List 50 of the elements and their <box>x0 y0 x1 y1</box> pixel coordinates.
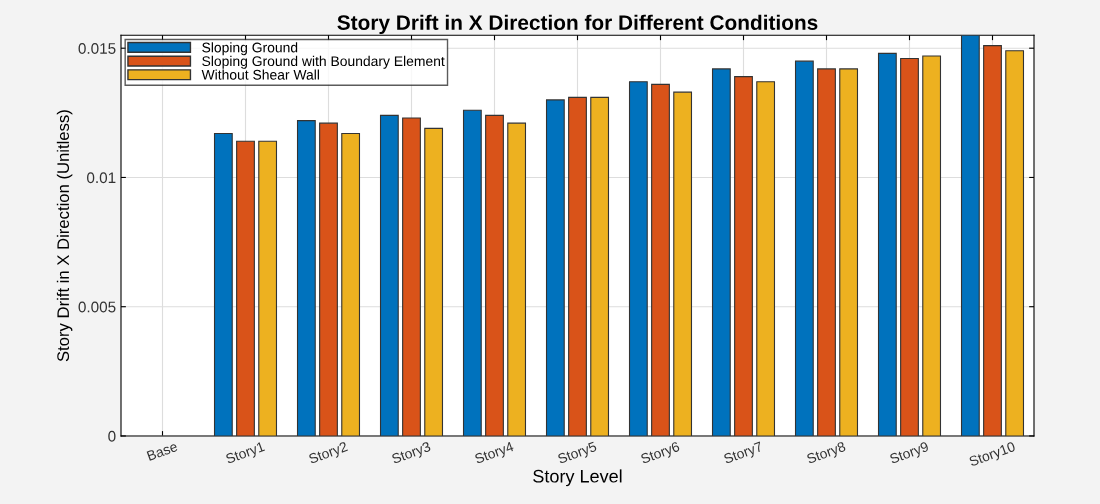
x-tick-label: Story9 <box>889 441 930 467</box>
bar <box>341 132 361 436</box>
bar <box>734 76 753 436</box>
x-tick-label: Story6 <box>640 441 681 467</box>
bar <box>794 60 814 436</box>
bar <box>319 122 338 436</box>
y-tick-label: 0.005 <box>78 301 116 313</box>
chart-title: Story Drift in X Direction for Different Conditions <box>337 14 818 35</box>
y-tick-label: 0.015 <box>78 43 116 54</box>
bar <box>1005 50 1025 436</box>
legend-label: Without Shear Wall <box>201 69 319 80</box>
bar <box>651 83 670 436</box>
y-axis-title: Story Drift in X Direction (Unitless) <box>56 110 73 362</box>
bar <box>485 114 504 436</box>
x-tick-label: Story1 <box>225 441 266 467</box>
bar <box>922 55 942 436</box>
bar <box>590 96 610 436</box>
x-tick-label: Story8 <box>806 441 848 467</box>
bar <box>402 117 421 436</box>
bar <box>960 35 980 436</box>
bar <box>258 140 278 436</box>
bar <box>236 140 255 436</box>
bar <box>568 96 587 436</box>
bar <box>673 91 693 436</box>
bar <box>462 109 482 436</box>
bar <box>711 68 731 436</box>
bar <box>900 57 919 436</box>
x-tick-label: Story4 <box>474 441 516 467</box>
bar <box>545 99 565 436</box>
y-tick-label: 0.01 <box>87 172 116 184</box>
x-tick-label: Story5 <box>557 441 599 467</box>
x-tick-label: Base <box>146 441 179 461</box>
x-axis-title: Story Level <box>533 469 622 487</box>
bar <box>628 81 648 436</box>
bar <box>296 120 316 436</box>
bar <box>817 68 836 436</box>
bar <box>983 45 1002 436</box>
legend-label: Sloping Ground <box>202 42 298 56</box>
x-tick-label: Story2 <box>308 441 349 467</box>
bar <box>756 81 776 436</box>
x-tick-label: Story3 <box>391 441 432 467</box>
bar <box>424 127 444 436</box>
x-tick-label: Story7 <box>723 441 764 467</box>
bar <box>379 114 399 436</box>
legend-label: Sloping Ground with Boundary Element <box>202 55 445 69</box>
bar <box>877 52 897 436</box>
bar <box>213 132 233 436</box>
bar <box>507 122 527 436</box>
bar <box>839 68 859 436</box>
y-tick-label: 0 <box>108 430 116 442</box>
